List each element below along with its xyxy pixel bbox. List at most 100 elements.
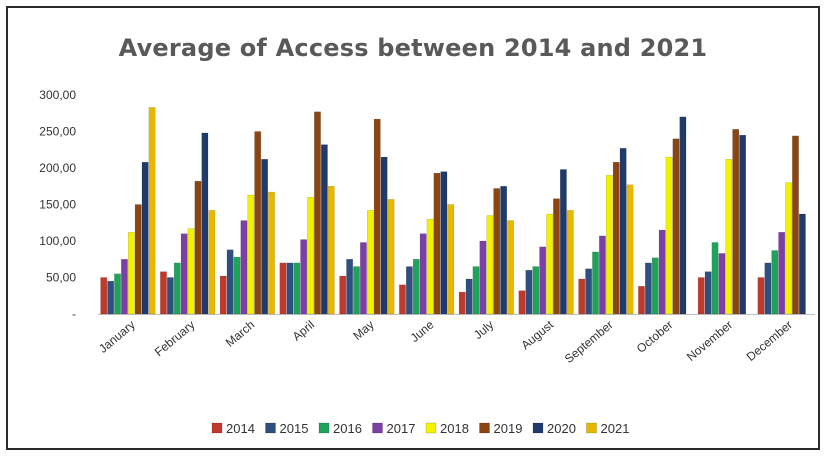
bar-2019-april (314, 111, 321, 315)
legend-swatch-2021 (586, 422, 597, 434)
x-tick-label: April (290, 318, 317, 344)
bar-2021-april (327, 186, 335, 315)
bar-2021-february (208, 210, 216, 315)
bar-2016-june (412, 259, 420, 315)
bar-2021-may (387, 199, 395, 315)
bar-2014-january (100, 277, 108, 315)
bar-2016-april (293, 262, 301, 315)
y-tick-label: 250,00 (39, 125, 76, 139)
legend-swatch-2016 (318, 422, 330, 434)
x-tick-label: May (350, 318, 376, 343)
bar-2018-april (307, 196, 314, 315)
bar-2020-march (261, 159, 268, 315)
bar-2016-september (592, 251, 599, 315)
x-tick-label: December (744, 318, 795, 364)
y-tick-label: 100,00 (39, 234, 76, 248)
bar-2019-march (254, 131, 262, 315)
bar-2017-october (658, 229, 666, 315)
bar-2021-june (447, 204, 455, 315)
bar-2014-april (279, 262, 287, 315)
x-tick-label: September (562, 318, 616, 366)
bar-2020-july (500, 186, 507, 315)
x-tick-label: July (471, 318, 496, 342)
bar-2018-october (665, 156, 673, 315)
legend-label-2020: 2020 (547, 421, 576, 436)
bar-2014-june (399, 284, 406, 315)
bar-2015-december (764, 262, 772, 315)
bar-2021-august (566, 210, 574, 315)
bar-2020-october (679, 116, 687, 315)
bar-2016-may (353, 266, 360, 315)
bar-2019-february (194, 180, 202, 315)
bar-2014-october (638, 286, 645, 315)
bar-2020-january (141, 161, 149, 315)
bar-2018-august (546, 213, 553, 315)
bar-2018-june (426, 218, 434, 315)
bar-2020-may (380, 156, 388, 315)
bar-2017-january (121, 259, 128, 315)
bar-2019-september (612, 161, 620, 315)
legend-swatch-2017 (372, 422, 383, 434)
legend-label-2016: 2016 (333, 421, 362, 436)
x-tick-label: November (684, 318, 735, 364)
x-tick-label: February (152, 318, 198, 360)
bar-2015-may (346, 259, 353, 315)
legend-swatch-2015 (265, 422, 276, 434)
bar-2018-december (785, 182, 792, 315)
bar-2017-february (180, 233, 188, 315)
bar-2016-january (114, 273, 121, 315)
bar-2019-july (493, 188, 501, 315)
y-tick-label: 300,00 (39, 88, 76, 102)
bar-2019-october (672, 138, 680, 315)
bar-2014-november (697, 277, 705, 315)
bar-2015-october (645, 262, 652, 315)
bar-2018-november (725, 159, 733, 315)
bar-2021-january (148, 107, 156, 315)
bar-2017-august (539, 246, 547, 315)
bar-2018-july (486, 215, 494, 315)
bar-2019-december (792, 135, 799, 315)
bar-2018-march (247, 194, 255, 315)
bar-2014-august (518, 290, 526, 315)
bar-2021-march (268, 191, 275, 315)
bar-2015-july (465, 278, 473, 315)
bar-2017-july (479, 240, 487, 315)
legend-label-2017: 2017 (387, 421, 416, 436)
y-tick-label: 150,00 (39, 198, 76, 212)
bar-2020-april (321, 144, 328, 315)
bar-2017-may (360, 242, 367, 315)
x-tick-label: January (96, 318, 138, 356)
bar-2015-january (107, 280, 114, 315)
legend-swatch-2019 (479, 422, 490, 434)
bar-2019-june (433, 172, 441, 315)
bar-2016-october (651, 257, 659, 315)
bar-2015-november (704, 271, 712, 315)
bar-2020-february (201, 132, 209, 315)
bar-2016-november (711, 242, 719, 315)
bar-2017-june (419, 233, 427, 315)
bar-2014-february (160, 271, 167, 315)
bar-2018-january (127, 232, 135, 315)
x-tick-label: August (518, 317, 556, 352)
bar-2015-march (226, 249, 234, 315)
legend-label-2021: 2021 (601, 421, 630, 436)
bar-2020-september (619, 148, 627, 315)
chart-title: Average of Access between 2014 and 2021 (118, 34, 708, 62)
bar-2021-september (626, 184, 634, 315)
bar-2015-april (286, 262, 294, 315)
bar-2014-march (219, 275, 227, 315)
x-tick-label: March (223, 318, 258, 350)
bar-2019-january (134, 204, 142, 315)
bar-2019-november (732, 129, 740, 315)
bar-2018-february (187, 228, 195, 315)
bar-2021-july (507, 220, 514, 315)
bar-2017-march (240, 220, 248, 315)
bar-2015-august (525, 270, 533, 315)
bar-2016-july (472, 266, 480, 315)
bar-2017-september (599, 235, 606, 315)
legend-label-2019: 2019 (494, 421, 523, 436)
bar-2017-december (778, 232, 786, 315)
legend-swatch-2014 (211, 422, 223, 434)
bar-2020-august (560, 169, 567, 315)
